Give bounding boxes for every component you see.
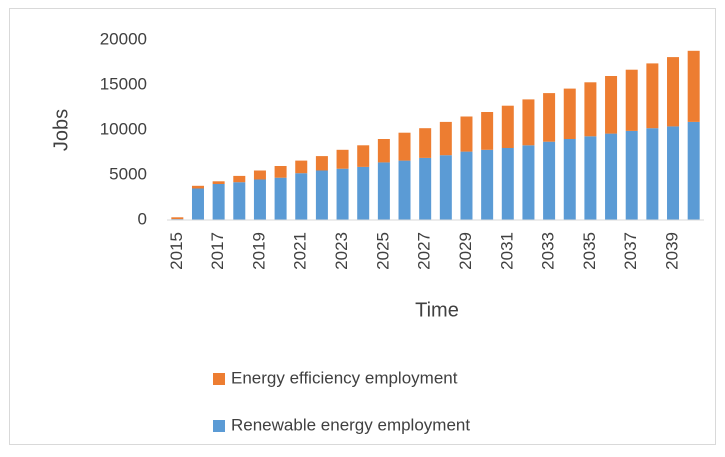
bar-segment: [377, 139, 390, 163]
x-tick-label: 2033: [539, 232, 558, 270]
bar-segment: [171, 217, 184, 220]
x-tick-label: 2035: [580, 232, 599, 270]
bar-segment: [315, 170, 328, 220]
bar-segment: [605, 76, 618, 134]
bar-segment: [253, 170, 266, 180]
bar-segment: [398, 132, 411, 161]
bar-segment: [295, 173, 308, 220]
bar-segment: [419, 128, 432, 158]
bar-segment: [563, 88, 576, 139]
bar-segment: [336, 168, 349, 220]
bar-segment: [584, 136, 597, 220]
bar-segment: [191, 188, 204, 220]
bar-segment: [563, 139, 576, 220]
x-tick-label: 2027: [415, 232, 434, 270]
x-tick-label: 2019: [249, 232, 268, 270]
bar-segment: [522, 99, 535, 146]
y-tick-label: 5000: [109, 164, 147, 183]
y-tick-label: 10000: [100, 119, 147, 138]
bar-segment: [605, 133, 618, 220]
legend-swatch: [213, 420, 225, 432]
bar-segment: [212, 181, 225, 184]
x-tick-label: 2017: [208, 232, 227, 270]
bar-segment: [460, 151, 473, 220]
bar-segment: [667, 126, 680, 220]
bar-segment: [667, 57, 680, 127]
bar-segment: [460, 116, 473, 152]
bar-segment: [625, 130, 638, 220]
bar-segment: [212, 184, 225, 220]
y-axis-label: Jobs: [50, 109, 72, 151]
bar-segment: [253, 179, 266, 220]
bar-segment: [233, 182, 246, 220]
y-tick-label: 0: [138, 209, 147, 228]
bar-segment: [295, 160, 308, 174]
bar-segment: [377, 162, 390, 220]
bar-segment: [481, 112, 494, 150]
bar-segment: [274, 177, 287, 220]
bar-segment: [439, 121, 452, 156]
bar-segment: [646, 128, 659, 220]
y-tick-label: 20000: [100, 29, 147, 48]
bar-segment: [336, 149, 349, 169]
bar-segment: [357, 166, 370, 220]
bar-segment: [274, 166, 287, 178]
x-axis-label: Time: [415, 299, 459, 321]
bar-segment: [315, 156, 328, 171]
bar-segment: [543, 93, 556, 142]
bar-segment: [439, 155, 452, 220]
legend-label: Energy efficiency employment: [231, 368, 458, 387]
bar-segment: [233, 175, 246, 183]
legend-label: Renewable energy employment: [231, 415, 470, 434]
bar-segment: [646, 63, 659, 129]
legend-swatch: [213, 373, 225, 385]
x-tick-label: 2025: [373, 232, 392, 270]
bar-segment: [584, 82, 597, 137]
bar-segment: [501, 105, 514, 148]
x-tick-label: 2039: [663, 232, 682, 270]
x-tick-label: 2015: [167, 232, 186, 270]
bar-segment: [501, 148, 514, 220]
x-tick-label: 2021: [291, 232, 310, 270]
bar-segment: [419, 157, 432, 220]
x-tick-label: 2023: [332, 232, 351, 270]
bar-segment: [357, 145, 370, 167]
y-tick-label: 15000: [100, 74, 147, 93]
bar-segment: [687, 50, 700, 122]
bar-segment: [522, 145, 535, 220]
bar-segment: [191, 185, 204, 189]
x-tick-label: 2029: [456, 232, 475, 270]
bar-segment: [543, 141, 556, 220]
bar-segment: [687, 121, 700, 220]
bar-segment: [398, 160, 411, 220]
x-tick-label: 2037: [621, 232, 640, 270]
x-tick-label: 2031: [497, 232, 516, 270]
chart-border: [9, 8, 716, 445]
bar-segment: [481, 149, 494, 220]
bar-segment: [625, 69, 638, 131]
